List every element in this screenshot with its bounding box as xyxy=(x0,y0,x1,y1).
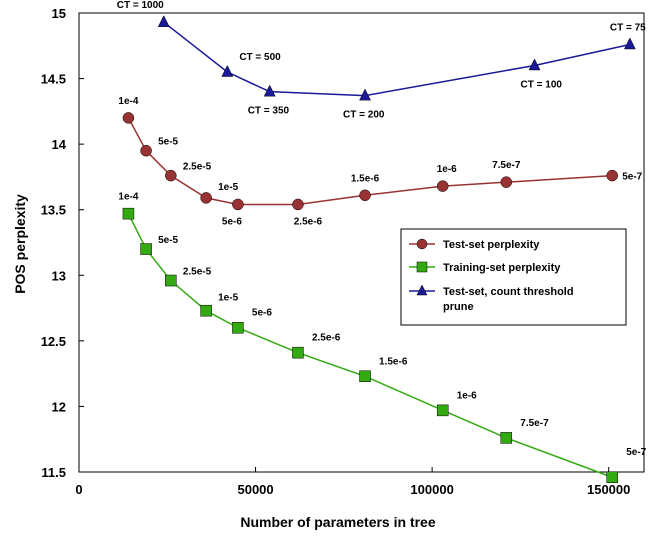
data-label: 2.5e-5 xyxy=(183,162,212,173)
data-point xyxy=(122,112,135,124)
data-point xyxy=(436,180,449,192)
data-point xyxy=(436,404,449,417)
y-tick-label: 15 xyxy=(52,6,66,21)
data-point xyxy=(359,189,371,202)
data-label: 7.5e-7 xyxy=(520,418,549,429)
y-tick-label: 13 xyxy=(52,268,66,283)
data-point xyxy=(140,243,152,255)
data-label: CT = 200 xyxy=(343,110,385,121)
data-label: 1.5e-6 xyxy=(351,173,380,184)
data-point xyxy=(200,304,212,317)
series-line xyxy=(163,21,631,97)
x-tick-label: 50000 xyxy=(237,482,273,497)
data-label: 1e-5 xyxy=(218,293,238,304)
data-label: 1e-5 xyxy=(218,182,238,193)
series-2 xyxy=(157,15,636,101)
legend-marker xyxy=(416,284,428,296)
data-point xyxy=(292,346,304,359)
data-label: 2.5e-5 xyxy=(183,267,212,278)
legend-label: Test-set, count threshold xyxy=(443,286,574,298)
data-label: 7.5e-7 xyxy=(492,160,521,171)
data-point xyxy=(221,64,234,77)
data-point xyxy=(606,169,618,182)
data-point xyxy=(122,207,135,220)
x-tick-label: 150000 xyxy=(587,482,630,497)
axes: 11.5 12 12.5 13 13.5 14 14.5 15 0 50000 100000 1500… xyxy=(41,6,645,497)
x-tick-label: 0 xyxy=(75,482,82,497)
data-label: 1.5e-6 xyxy=(379,356,408,367)
data-label: 1e-4 xyxy=(118,192,138,203)
data-point xyxy=(232,198,244,211)
data-label: 2.5e-6 xyxy=(312,333,341,344)
legend-label-continued: prune xyxy=(443,301,474,313)
legend-label: Training-set perplexity xyxy=(443,262,561,274)
legend-label: Test-set perplexity xyxy=(443,239,540,251)
data-point xyxy=(500,432,513,444)
y-tick-label: 14.5 xyxy=(41,72,66,87)
data-label: 1e-6 xyxy=(457,390,477,401)
y-tick-label: 14 xyxy=(52,137,67,152)
y-tick-label: 11.5 xyxy=(41,465,66,480)
data-point xyxy=(165,169,177,182)
data-point xyxy=(359,88,371,101)
point-labels: 1e-4 5e-5 2.5e-5 1e-5 5e-6 2.5e-6 1.5e-6 1e-6 7.… xyxy=(117,0,647,458)
data-label: 1e-4 xyxy=(118,96,138,107)
legend: Test-set perplexity Training-set perplexi… xyxy=(400,228,627,326)
plot-frame xyxy=(78,12,645,473)
legend-box xyxy=(400,228,627,326)
series-line xyxy=(127,213,613,478)
data-label: 5e-6 xyxy=(222,216,242,227)
data-label: 5e-6 xyxy=(252,308,272,319)
data-point xyxy=(606,471,618,483)
data-label: CT = 75 xyxy=(610,22,646,33)
data-label: 5e-5 xyxy=(158,235,178,246)
data-point xyxy=(140,144,152,157)
y-tick-label: 13.5 xyxy=(41,203,66,218)
data-label: 5e-7 xyxy=(626,447,646,458)
data-label: CT = 500 xyxy=(239,52,281,63)
data-point xyxy=(157,15,170,27)
data-point xyxy=(500,176,513,188)
series-0 xyxy=(122,112,618,211)
x-tick-label: 100000 xyxy=(410,482,453,497)
data-label: CT = 1000 xyxy=(117,0,164,11)
data-label: CT = 350 xyxy=(248,106,290,117)
y-axis-title: POS perplexity xyxy=(12,194,28,294)
series-1 xyxy=(122,207,618,483)
data-point xyxy=(165,274,177,287)
series-layer xyxy=(122,15,636,483)
data-label: 5e-5 xyxy=(158,137,178,148)
x-axis-title: Number of parameters in tree xyxy=(240,514,435,530)
series-line xyxy=(127,117,613,206)
data-point xyxy=(623,37,636,50)
data-point xyxy=(200,192,212,204)
legend-marker xyxy=(416,238,428,250)
legend-marker xyxy=(416,261,428,273)
data-point xyxy=(292,198,304,211)
y-tick-label: 12.5 xyxy=(41,334,66,349)
data-label: 1e-6 xyxy=(437,164,457,175)
data-label: CT = 100 xyxy=(521,79,563,90)
data-label: 5e-7 xyxy=(622,172,642,183)
y-tick-label: 12 xyxy=(52,399,66,414)
data-point xyxy=(359,370,371,383)
data-point xyxy=(528,58,541,71)
data-label: 2.5e-6 xyxy=(294,216,323,227)
data-point xyxy=(232,321,244,334)
data-point xyxy=(263,84,276,97)
